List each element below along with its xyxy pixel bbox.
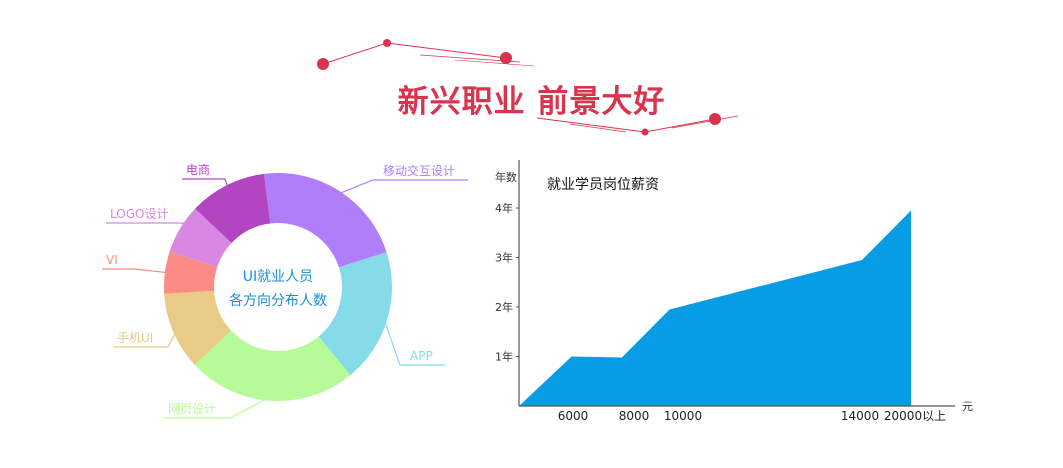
deco-dot	[709, 113, 721, 125]
donut-slice	[318, 252, 392, 376]
deco-line	[386, 42, 507, 59]
deco-line	[569, 123, 627, 133]
slice-label: APP	[410, 349, 433, 363]
slice-label: 移动交互设计	[383, 163, 455, 178]
deco-dot	[641, 128, 649, 136]
donut-center-label: 各方向分布人数	[229, 293, 327, 309]
slice-label: VI	[106, 253, 118, 267]
x-axis-label: 元	[962, 400, 973, 413]
leader-line	[337, 179, 468, 195]
leader-line	[113, 330, 178, 348]
top-decoration	[317, 39, 535, 70]
bottom-decoration	[536, 113, 739, 136]
donut-slice	[194, 330, 351, 401]
leader-line	[106, 222, 185, 231]
deco-line	[454, 59, 535, 67]
donut-slice	[164, 290, 232, 365]
deco-line	[536, 117, 646, 133]
y-axis-label: 年数	[495, 170, 517, 184]
donut-slice	[264, 172, 387, 268]
area-series	[519, 210, 911, 406]
slice-label: LOGO设计	[110, 207, 168, 221]
deco-dot	[317, 58, 329, 70]
y-tick-label: 2年	[495, 300, 513, 314]
slice-label: 网页设计	[168, 402, 216, 416]
leader-line	[182, 178, 229, 190]
chart-title: 就业学员岗位薪资	[547, 177, 659, 193]
y-tick-label: 3年	[495, 251, 513, 265]
x-tick-label: 14000	[841, 409, 879, 423]
slice-label: 手机UI	[117, 331, 153, 345]
leader-line	[102, 268, 169, 274]
donut-slice	[195, 173, 271, 244]
x-tick-label: 20000以上	[884, 409, 946, 423]
deco-dot	[383, 39, 391, 47]
x-tick-label: 6000	[558, 409, 589, 423]
y-tick-label: 1年	[495, 350, 513, 364]
donut-slice	[169, 208, 232, 268]
deco-dot	[500, 52, 512, 64]
slice-label: 电商	[186, 162, 210, 177]
deco-line	[644, 118, 716, 133]
page-title: 新兴职业 前景大好	[397, 84, 666, 120]
x-tick-label: 10000	[664, 409, 702, 423]
deco-line	[322, 42, 388, 65]
deco-line	[671, 115, 739, 129]
leader-line	[164, 396, 271, 419]
donut-center-label: UI就业人员	[243, 269, 313, 285]
y-tick-label: 4年	[495, 201, 513, 215]
leader-line	[382, 317, 445, 366]
x-tick-label: 8000	[619, 409, 650, 423]
donut-slice	[164, 251, 218, 294]
